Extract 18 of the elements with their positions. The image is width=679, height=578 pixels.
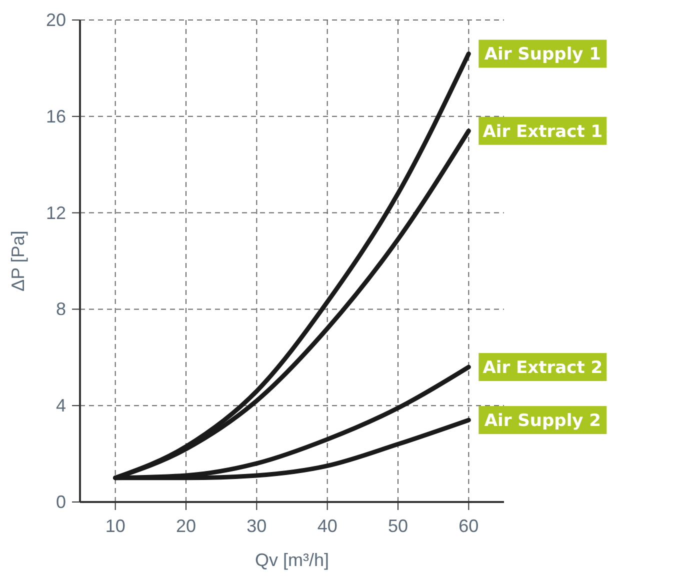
series-label: Air Extract 1 [482,122,603,142]
series-label: Air Supply 2 [484,411,601,432]
y-tick-label: 4 [56,396,66,416]
x-tick-label: 30 [246,516,267,536]
series-label: Air Supply 1 [484,44,601,65]
series-label: Air Extract 2 [482,358,603,378]
x-tick-label: 60 [458,516,479,536]
y-tick-label: 20 [46,10,66,30]
y-axis-title: ΔP [Pa] [8,230,28,292]
y-tick-label: 8 [56,299,66,320]
y-tick-label: 0 [56,492,66,512]
x-tick-label: 10 [105,516,126,536]
x-tick-label: 50 [388,516,408,536]
y-tick-label: 12 [46,202,66,223]
x-tick-label: 40 [317,516,338,536]
x-axis-title: Qv [m³/h] [254,550,330,570]
y-tick-label: 16 [46,106,66,126]
x-tick-label: 20 [176,516,196,536]
